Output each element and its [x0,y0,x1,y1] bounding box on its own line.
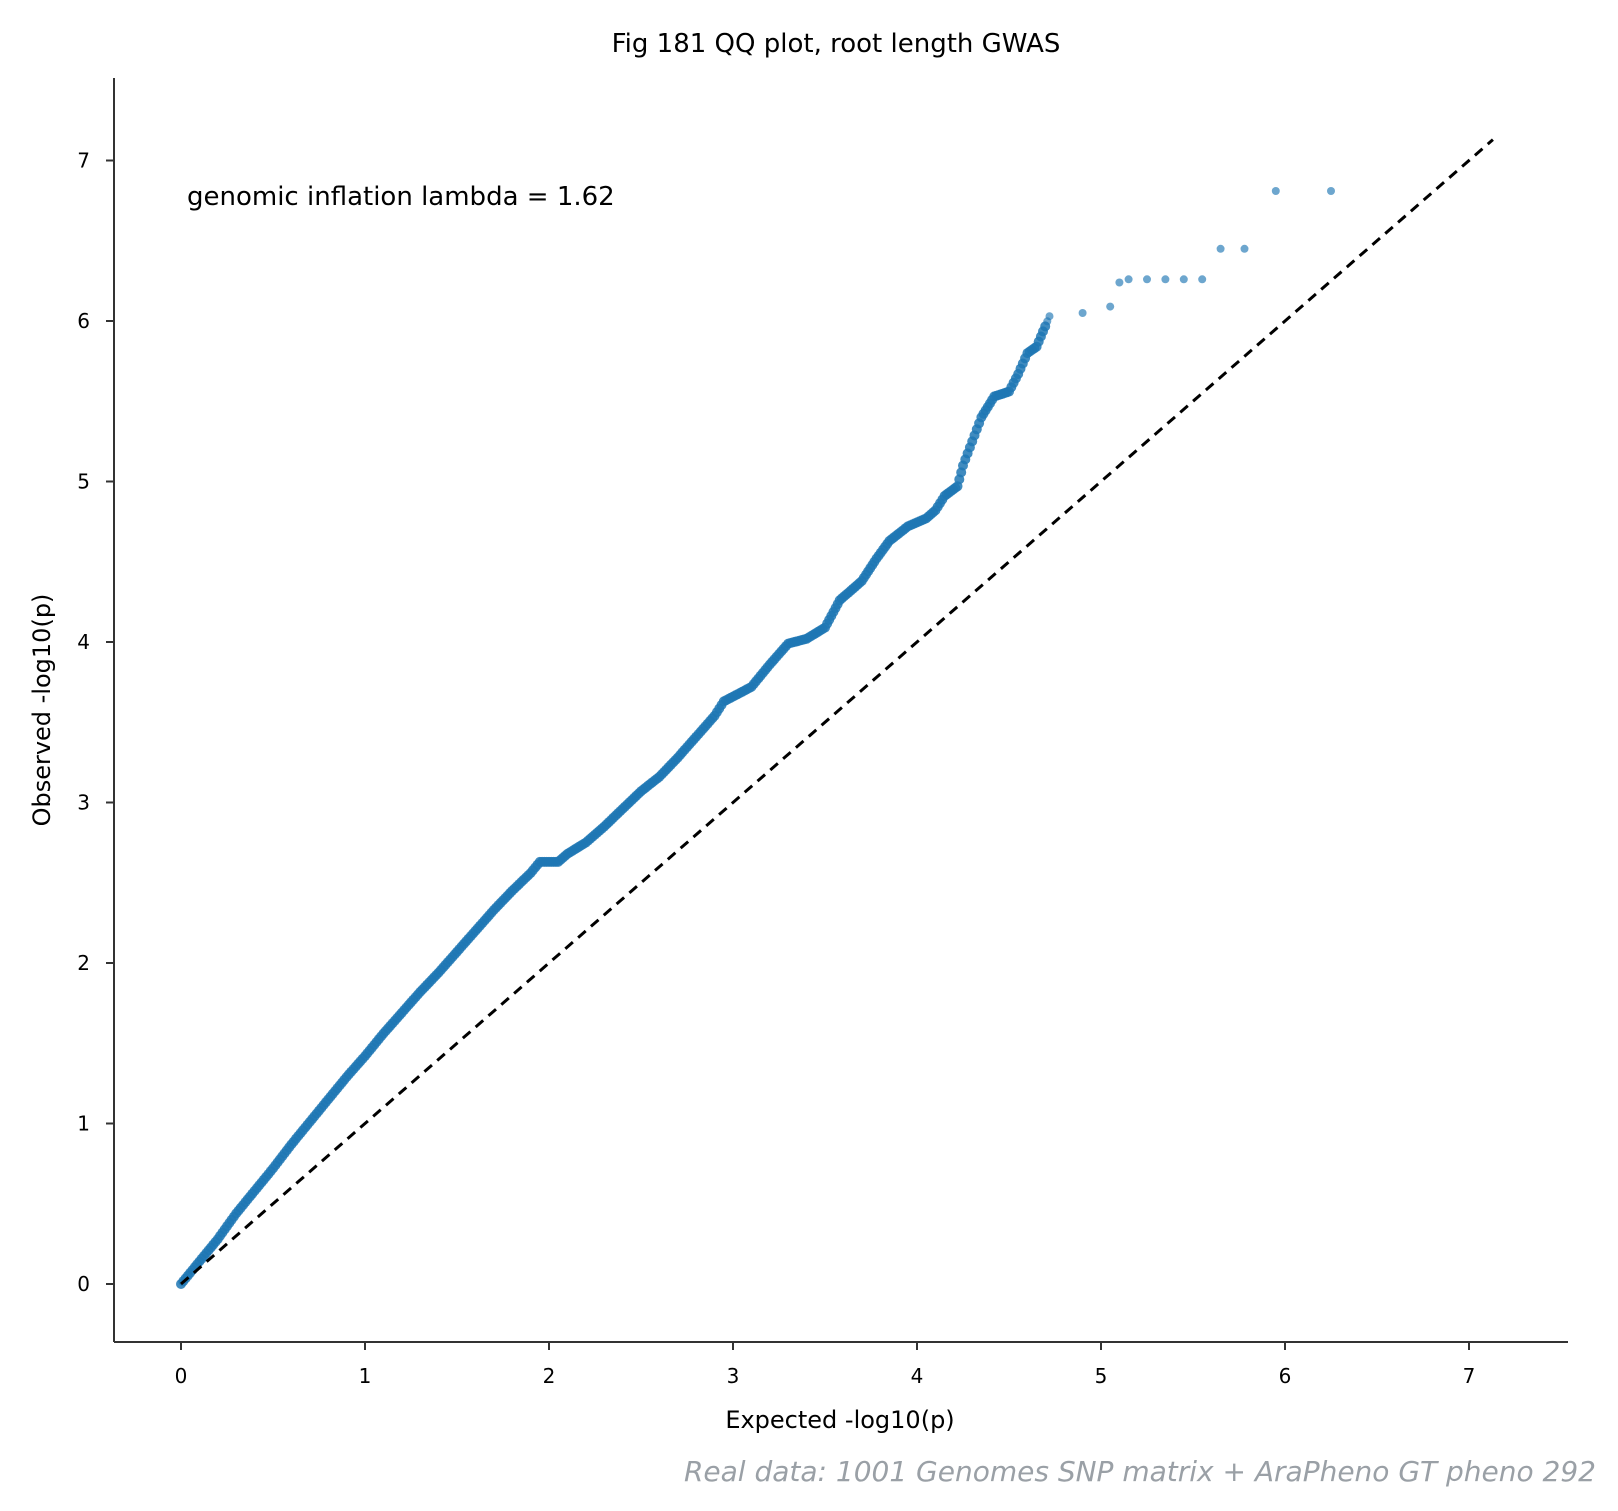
qq-point [1045,312,1054,321]
qq-point [1124,275,1133,284]
y-tick-label: 7 [77,149,90,173]
y-tick-label: 3 [77,791,90,815]
y-tick-label: 6 [77,309,90,333]
x-tick-label: 5 [1095,1364,1108,1388]
source-note: Real data: 1001 Genomes SNP matrix + Ara… [684,1455,1596,1488]
x-tick-label: 0 [175,1364,188,1388]
qq-point [1240,244,1249,253]
chart-title: Fig 181 QQ plot, root length GWAS [612,29,1061,59]
plot-area [176,138,1494,1289]
qq-point [1143,275,1151,284]
y-tick-label: 0 [77,1272,90,1296]
y-axis-label: Observed -log10(p) [28,594,56,827]
expected-diagonal-line [180,138,1494,1286]
qq-point [1271,187,1280,195]
x-tick-label: 4 [911,1364,924,1388]
y-tick-label: 5 [77,470,90,494]
qq-point [1198,275,1207,284]
y-tick-label: 4 [77,630,90,654]
y-tick-label: 1 [77,1112,90,1136]
qq-point [1078,309,1087,317]
x-tick-label: 2 [543,1364,556,1388]
lambda-annotation: genomic inflation lambda = 1.62 [187,182,615,212]
qq-point [1161,275,1170,284]
qq-point [1115,278,1124,287]
x-axis-label: Expected -log10(p) [725,1406,954,1434]
y-tick-label: 2 [77,951,90,975]
x-tick-label: 3 [727,1364,740,1388]
x-ticks: 0 1 2 3 4 5 6 7 [175,1342,1476,1388]
qq-point [1179,275,1188,284]
y-ticks: 0 1 2 3 4 5 6 7 [77,149,114,1296]
x-tick-label: 7 [1463,1364,1476,1388]
x-tick-label: 6 [1279,1364,1292,1388]
qq-point [1327,186,1335,195]
qq-point [1216,244,1225,253]
x-tick-label: 1 [359,1364,372,1388]
qq-point [1106,302,1115,311]
